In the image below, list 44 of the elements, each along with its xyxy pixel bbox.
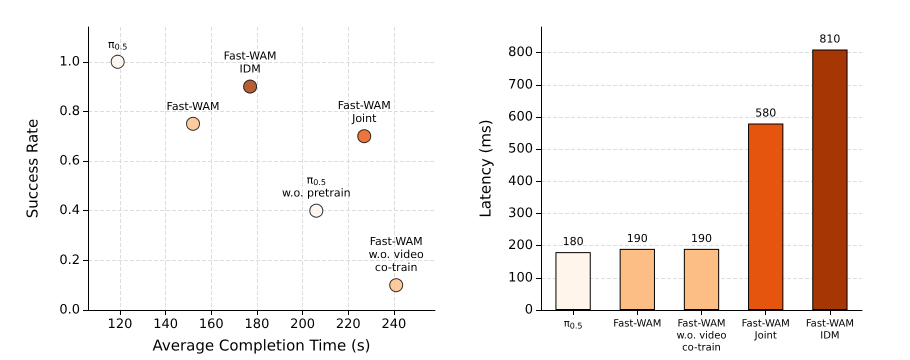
data-label: 190: [691, 232, 712, 245]
point: [243, 80, 258, 94]
y-tick-label: 100: [508, 270, 533, 286]
data-label: 580: [755, 106, 776, 120]
y-axis-title: Latency (ms): [476, 119, 494, 218]
y-tick-label: 0.2: [59, 252, 80, 268]
x-tick-label: 180: [244, 317, 270, 332]
y-tick-label: 0.8: [59, 104, 80, 119]
y-tick-label: 1.0: [59, 54, 80, 70]
x-tick-label: 140: [153, 317, 178, 332]
x-tick-label: Fast-WAM Joint: [742, 318, 790, 342]
x-tick-label: 220: [336, 317, 361, 332]
data-label: 810: [819, 32, 840, 46]
data-label: 180: [562, 235, 584, 248]
x-tick-label: 200: [290, 317, 316, 332]
y-tick-label: 0.6: [59, 154, 80, 169]
y-tick-label: 500: [508, 142, 533, 157]
y-axis-title: Success Rate: [24, 118, 42, 218]
y-tick-label: 300: [508, 206, 533, 222]
annotation: Fast-WAM w.o. video co-train: [368, 235, 424, 274]
x-tick-label: 240: [381, 317, 406, 332]
point: [186, 116, 200, 131]
y-tick-label: 0.0: [59, 302, 80, 318]
x-tick-label: Fast-WAM IDM: [806, 318, 854, 342]
point: [110, 54, 125, 69]
y-tick-label: 600: [508, 110, 533, 125]
x-tick-label: 160: [198, 317, 224, 332]
x-tick-label: Fast-WAM: [613, 318, 662, 330]
x-axis-title: Average Completion Time (s): [152, 336, 371, 354]
y-tick-label: 400: [508, 174, 533, 189]
y-tick-label: 700: [508, 77, 533, 92]
data-label: 190: [626, 232, 648, 245]
annotation: Fast-WAM Joint: [338, 99, 391, 126]
annotation: Fast-WAM IDM: [224, 50, 277, 76]
y-tick-label: 0: [524, 302, 533, 318]
y-tick-label: 0.4: [59, 203, 80, 218]
point: [309, 204, 324, 218]
point: [357, 129, 372, 144]
point: [389, 278, 404, 292]
y-tick-label: 800: [508, 45, 533, 60]
y-tick-label: 200: [508, 238, 533, 254]
annotation: Fast-WAM: [166, 100, 220, 113]
x-tick-label: 120: [108, 317, 132, 332]
x-tick-label: Fast-WAM w.o. video co-train: [676, 318, 727, 354]
